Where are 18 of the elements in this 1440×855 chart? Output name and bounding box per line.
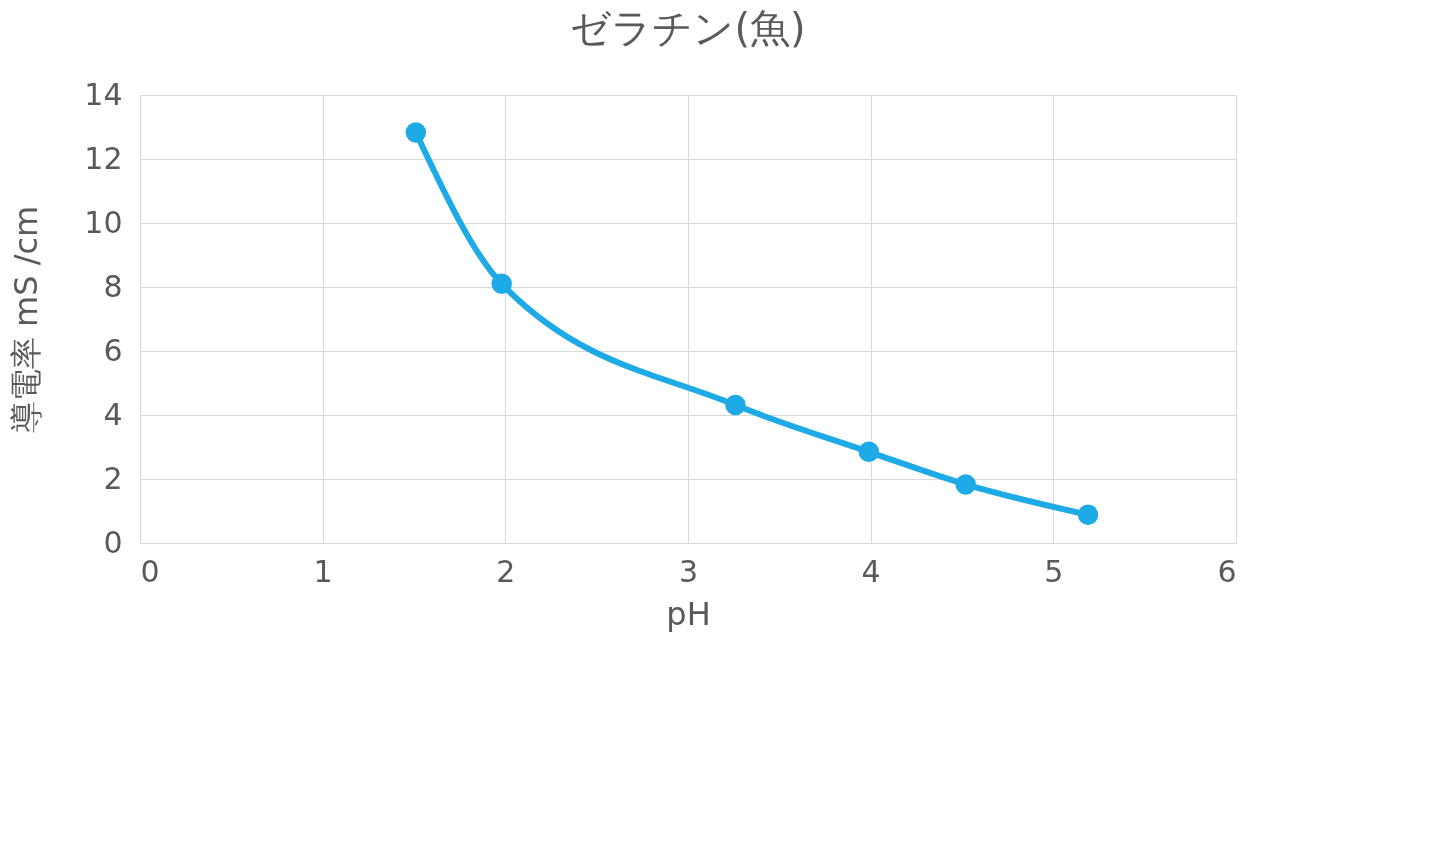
y-tick-label: 6	[103, 332, 123, 368]
y-tick-label: 0	[103, 524, 123, 560]
y-tick-label: 2	[103, 460, 123, 496]
x-tick-label: 3	[678, 553, 699, 589]
y-tick-label: 4	[103, 396, 123, 432]
chart-title: ゼラチン(魚)	[570, 5, 806, 51]
x-axis-title: pH	[666, 594, 711, 633]
x-tick-label: 6	[1217, 553, 1237, 589]
y-axis-title: 導電率 mS /cm	[7, 205, 46, 434]
x-tick-label: 1	[313, 553, 333, 589]
y-tick-label: 14	[84, 76, 123, 112]
x-tick-label: 4	[861, 553, 881, 589]
y-tick-label: 8	[103, 268, 123, 304]
x-tick-label: 5	[1044, 553, 1064, 589]
x-tick-label: 2	[496, 553, 516, 589]
y-tick-label: 10	[84, 204, 123, 240]
y-tick-label: 12	[84, 140, 123, 176]
x-tick-label: 0	[140, 553, 160, 589]
